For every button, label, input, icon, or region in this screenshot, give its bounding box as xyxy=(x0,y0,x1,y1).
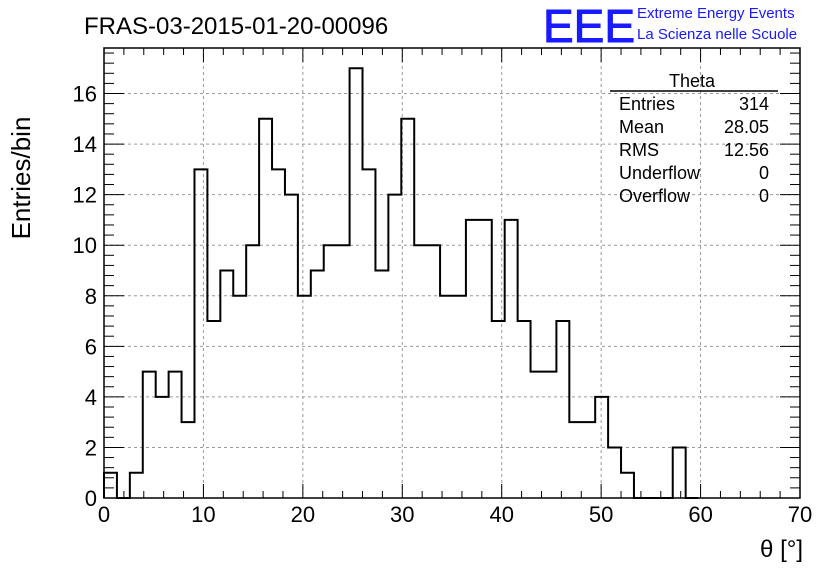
y-tick-label: 12 xyxy=(73,183,97,208)
y-tick-label: 2 xyxy=(85,435,97,460)
y-tick-label: 6 xyxy=(85,334,97,359)
stats-row-label: Mean xyxy=(619,117,664,137)
stats-row-value: 12.56 xyxy=(724,140,769,160)
y-tick-label: 8 xyxy=(85,284,97,309)
eee-logo-line2: La Scienza nelle Scuole xyxy=(637,26,797,43)
eee-logo-mark: EEE xyxy=(543,0,635,52)
plot-frame xyxy=(103,47,801,499)
histogram-step-line xyxy=(103,67,699,499)
y-tick-labels: 0 2 4 6 8 10 12 14 16 xyxy=(73,82,97,511)
stats-row-label: Entries xyxy=(619,94,675,114)
stats-box: Theta Entries 314 Mean 28.05 RMS 12.56 Underfl… xyxy=(610,71,778,206)
x-tick-labels: 0 10 20 30 40 50 60 70 xyxy=(98,502,812,527)
x-tick-label: 40 xyxy=(489,502,513,527)
x-tick-label: 20 xyxy=(291,502,315,527)
y-tick-label: 0 xyxy=(85,486,97,511)
stats-row-value: 0 xyxy=(759,186,769,206)
y-tick-label: 14 xyxy=(73,132,97,157)
y-tick-label: 16 xyxy=(73,82,97,107)
x-tick-label: 60 xyxy=(688,502,712,527)
y-axis-label: Entries/bin xyxy=(6,117,36,240)
stats-row-value: 28.05 xyxy=(724,117,769,137)
stats-row-label: Overflow xyxy=(619,186,691,206)
eee-logo-line1: Extreme Energy Events xyxy=(637,5,795,22)
x-tick-label: 50 xyxy=(589,502,613,527)
x-tick-label: 0 xyxy=(98,502,110,527)
stats-title: Theta xyxy=(669,71,716,91)
y-tick-label: 10 xyxy=(73,233,97,258)
stats-row-label: Underflow xyxy=(619,163,701,183)
y-tick-label: 4 xyxy=(85,385,97,410)
x-axis-label: θ [°] xyxy=(760,536,803,563)
chart-title: FRAS-03-2015-01-20-00096 xyxy=(84,13,388,40)
stats-row-value: 314 xyxy=(739,94,769,114)
stats-row-value: 0 xyxy=(759,163,769,183)
stats-row-label: RMS xyxy=(619,140,659,160)
x-tick-label: 30 xyxy=(390,502,414,527)
x-tick-label: 10 xyxy=(191,502,215,527)
axis-ticks xyxy=(103,48,801,499)
x-tick-label: 70 xyxy=(788,502,812,527)
eee-logo: EEE Extreme Energy Events La Scienza nel… xyxy=(543,0,798,53)
